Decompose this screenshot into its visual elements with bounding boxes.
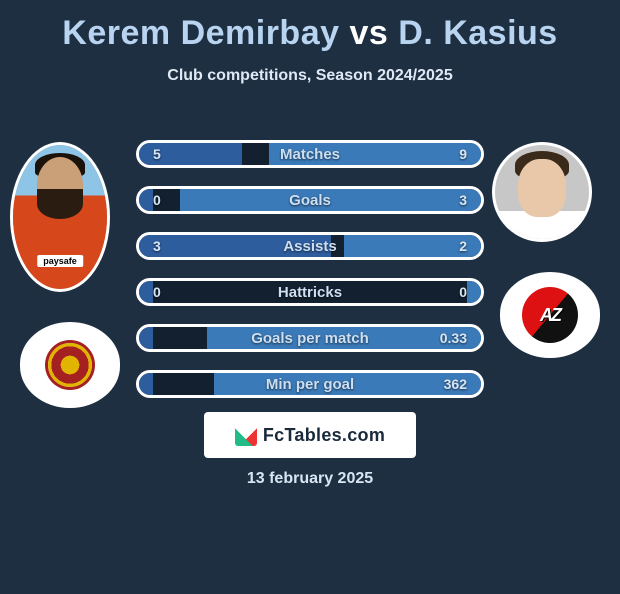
fctables-icon [235, 424, 257, 446]
stats-container: 5 9 Matches 0 3 Goals 3 2 Assists 0 0 Hattricks 0.33… [136, 140, 484, 416]
stat-row: 362 Min per goal [136, 370, 484, 398]
stat-label: Assists [283, 238, 336, 255]
stat-row: 0 3 Goals [136, 186, 484, 214]
player2-name: D. Kasius [398, 14, 557, 52]
player1-avatar-graphic: paysafe [13, 145, 107, 289]
brand-text: FcTables.com [263, 425, 385, 446]
stat-label: Goals [289, 192, 331, 209]
stat-fill-left [139, 327, 153, 349]
stat-fill-left [139, 373, 153, 395]
player2-avatar [492, 142, 592, 242]
stat-value-right: 0.33 [440, 330, 467, 346]
stat-value-right: 9 [459, 146, 467, 162]
player1-club-crest [20, 322, 120, 408]
stat-value-left: 0 [153, 284, 161, 300]
stat-row: 0.33 Goals per match [136, 324, 484, 352]
stat-value-right: 362 [444, 376, 467, 392]
stat-fill-right [467, 281, 481, 303]
stat-label: Min per goal [266, 376, 354, 393]
stat-row: 0 0 Hattricks [136, 278, 484, 306]
player2-avatar-graphic [495, 145, 589, 239]
stat-row: 5 9 Matches [136, 140, 484, 168]
stat-value-left: 5 [153, 146, 161, 162]
vs-label: vs [349, 14, 388, 52]
stat-label: Hattricks [278, 284, 342, 301]
season-subtitle: Club competitions, Season 2024/2025 [0, 67, 620, 85]
az-crest-icon: AZ [522, 287, 578, 343]
brand-badge[interactable]: FcTables.com [204, 412, 416, 458]
player2-club-crest: AZ [500, 272, 600, 358]
stat-value-right: 3 [459, 192, 467, 208]
player1-shirt-sponsor: paysafe [37, 255, 83, 267]
player1-name: Kerem Demirbay [62, 14, 339, 52]
snapshot-date: 13 february 2025 [247, 470, 373, 488]
stat-value-right: 2 [459, 238, 467, 254]
stat-value-left: 3 [153, 238, 161, 254]
stat-fill-left [139, 189, 153, 211]
player1-avatar: paysafe [10, 142, 110, 292]
galatasaray-crest-icon [48, 343, 92, 387]
stat-label: Matches [280, 146, 340, 163]
stat-fill-left [139, 281, 153, 303]
stat-value-left: 0 [153, 192, 161, 208]
az-crest-text: AZ [540, 305, 560, 326]
stat-value-right: 0 [459, 284, 467, 300]
comparison-title: Kerem Demirbay vs D. Kasius [0, 14, 620, 53]
stat-label: Goals per match [251, 330, 369, 347]
stat-row: 3 2 Assists [136, 232, 484, 260]
